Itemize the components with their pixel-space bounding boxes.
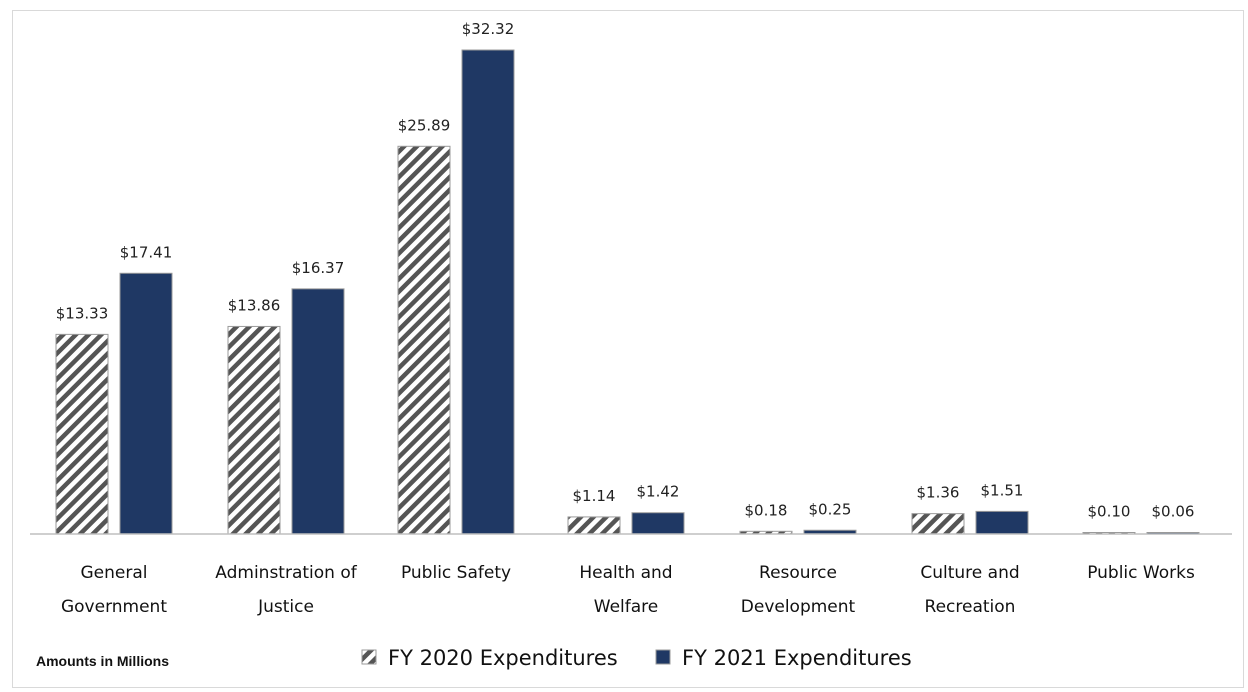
data-label-fy2021-0: $17.41 [120,243,173,261]
category-label-4-line-1: Development [741,597,856,617]
category-label-1-line-0: Adminstration of [215,563,357,583]
bar-fy2020-1 [227,325,281,535]
data-label-fy2020-3: $1.14 [573,487,616,505]
data-label-fy2021-1: $16.37 [292,259,345,277]
category-label-6-line-0: Public Works [1087,563,1195,583]
bar-fy2020-3 [567,516,621,535]
data-label-fy2021-4: $0.25 [809,500,852,518]
bar-fy2021-3 [631,512,685,535]
bar-fy2020-2 [397,145,451,535]
data-label-fy2020-4: $0.18 [745,501,788,519]
data-label-fy2020-5: $1.36 [917,484,960,502]
category-label-5-line-1: Recreation [925,597,1016,617]
data-label-fy2020-6: $0.10 [1088,503,1131,521]
data-label-fy2021-3: $1.42 [637,483,680,501]
bar-fy2021-5 [975,510,1029,535]
legend-label-fy2020: FY 2020 Expenditures [388,646,618,670]
legend: Amounts in Millions FY 2020 Expenditures F… [36,646,912,670]
category-label-5-line-0: Culture and [920,563,1019,583]
bar-fy2020-5 [911,513,965,535]
data-label-fy2020-1: $13.86 [228,296,281,314]
category-label-3-line-1: Welfare [594,597,658,617]
bar-fy2021-1 [291,288,345,535]
legend-label-fy2021: FY 2021 Expenditures [682,646,912,670]
data-label-fy2020-2: $25.89 [398,116,451,134]
bar-fy2021-2 [461,49,515,535]
category-label-4-line-0: Resource [759,563,837,583]
bar-fy2021-0 [119,272,173,535]
chart-frame [12,10,1244,688]
units-note: Amounts in Millions [36,653,169,669]
legend-swatch-fy2020 [361,649,377,665]
labels-layer: $13.33 $17.41 General Government $13.86 $16.3… [56,20,1195,617]
bar-fy2020-0 [55,333,109,535]
legend-swatch-fy2021 [655,649,671,665]
category-label-1-line-1: Justice [257,597,314,617]
bars-layer [55,49,1200,535]
category-label-2-line-0: Public Safety [401,563,511,583]
category-label-3-line-0: Health and [579,563,672,583]
category-label-0-line-1: Government [61,597,167,617]
data-label-fy2021-2: $32.32 [462,20,515,38]
category-label-0-line-0: General [81,563,148,583]
data-label-fy2020-0: $13.33 [56,304,109,322]
data-label-fy2021-6: $0.06 [1152,503,1195,521]
data-label-fy2021-5: $1.51 [981,481,1024,499]
